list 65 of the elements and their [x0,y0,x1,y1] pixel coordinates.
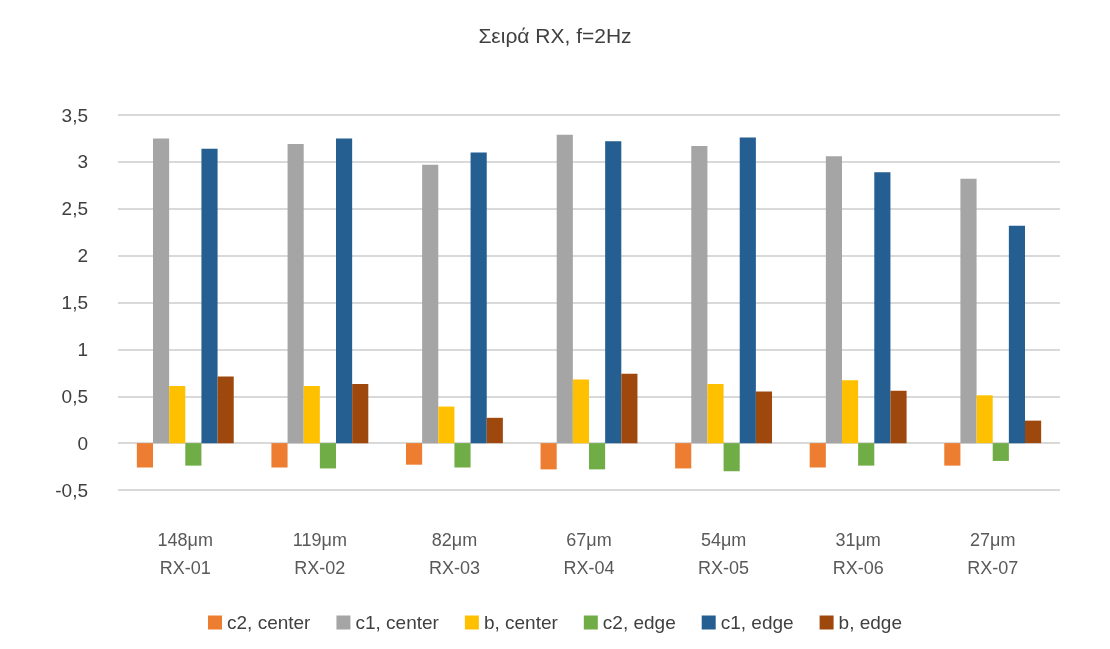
y-tick-label: -0,5 [55,479,88,501]
bar [739,137,756,444]
y-tick-label: 1 [77,338,88,360]
bar [319,443,337,469]
bar [723,443,740,472]
x-tick-label: 27μm RX-07 [967,530,1019,578]
bar [675,443,692,469]
y-tick-label: 2 [77,245,88,267]
bar [874,172,891,444]
bar [303,385,320,444]
x-tick-label: 82μm RX-03 [428,530,480,578]
legend-label: c1, edge [720,612,794,633]
legend-label: b, center [483,612,559,633]
bar [271,443,288,468]
bar [556,134,573,444]
legend-label: c2, edge [602,612,676,633]
y-tick-label: 3,5 [61,104,88,126]
bar [217,376,234,444]
x-tick-label: 31μm RX-06 [832,530,884,578]
bar [422,164,439,444]
x-tick-label: 148μm RX-01 [157,530,213,578]
bar [572,379,589,444]
bar [1025,420,1042,444]
bar [438,406,455,444]
bar [1008,225,1026,444]
y-tick-label: 1,5 [61,292,88,313]
bar [287,144,304,444]
bar [605,141,622,444]
bar [486,417,503,444]
legend-label: c1, center [355,612,440,633]
bar [755,391,773,444]
y-tick-label: 0 [77,432,88,454]
bar [858,443,875,466]
bar [454,443,471,468]
bar [405,443,423,465]
bar [152,138,170,444]
bar [201,148,218,444]
bar [960,178,977,444]
bar [621,373,638,444]
bar [992,443,1009,461]
bar [540,443,557,470]
bar [809,443,826,468]
bar [707,384,724,444]
x-tick-label: 54μm RX-05 [698,530,750,578]
bar [976,395,993,444]
bar [470,152,487,444]
bar [691,145,708,444]
bar [136,443,153,468]
bar [825,156,842,444]
legend-label: c2, center [227,612,312,633]
y-tick-label: 3 [77,151,88,173]
bar [169,385,186,444]
bar [890,390,907,444]
bar [944,443,961,466]
bar [185,443,202,466]
bar [336,138,353,444]
bar [352,384,369,444]
chart-title: Σειρά RX, f=2Hz [478,24,632,47]
x-tick-label: 67μm RX-04 [563,530,615,578]
x-tick-label: 119μm RX-02 [292,530,347,578]
y-tick-label: 2,5 [61,198,88,220]
bar [589,443,606,470]
bar [841,380,859,444]
y-tick-label: 0,5 [61,385,88,407]
legend-label: b, edge [838,612,902,633]
